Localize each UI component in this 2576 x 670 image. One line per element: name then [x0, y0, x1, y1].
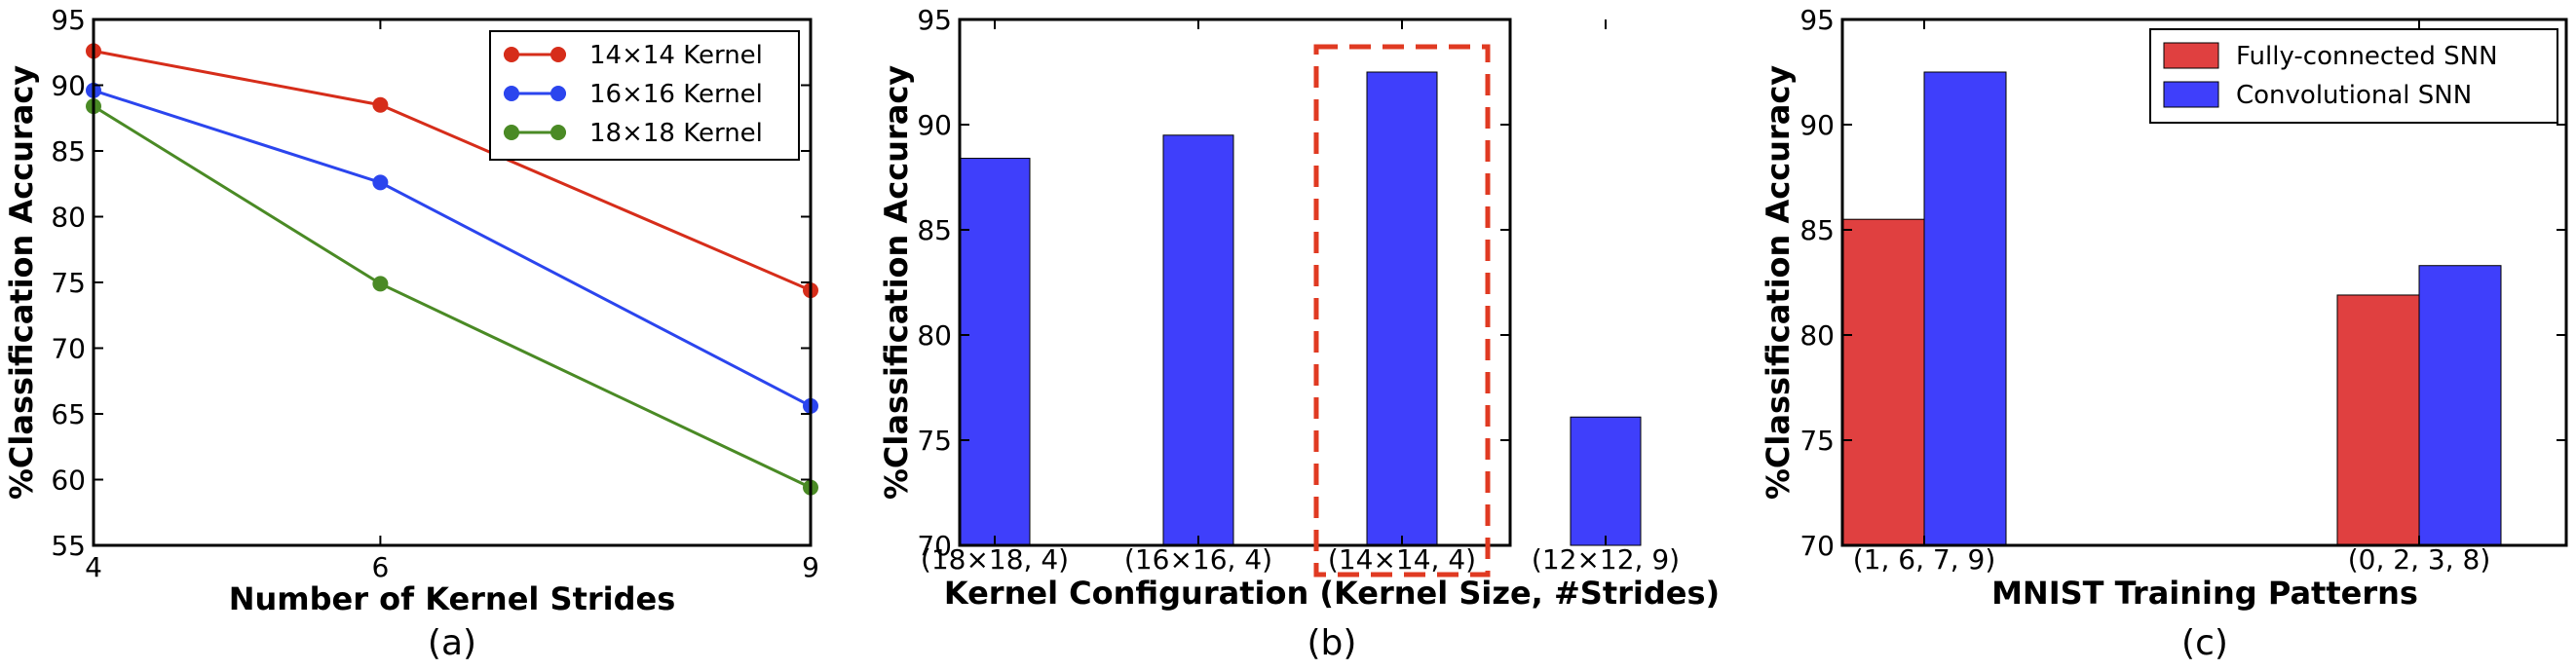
chart-a-ytick-label: 60: [51, 465, 86, 497]
chart-b-frame: [958, 18, 1512, 547]
chart-a-series-line: [93, 104, 812, 489]
chart-b-ytick-label: 90: [917, 109, 952, 141]
chart-c-caption: (c): [2181, 623, 2228, 663]
chart-a-ytick-label: 95: [51, 4, 86, 36]
chart-b-xtick-label: (18×18, 4): [921, 543, 1069, 576]
chart-b: 70 75 80 85 90 95 (18×18, 4) (16×16, 4) (14×14,…: [878, 4, 1720, 663]
chart-a-ytick-label: 55: [51, 530, 86, 562]
chart-a-xlabel: Number of Kernel Strides: [229, 580, 676, 617]
chart-b-ylabel: %Classification Accuracy: [878, 65, 915, 500]
chart-c-bar: [2418, 265, 2502, 546]
chart-a-legend-label: 16×16 Kernel: [589, 80, 763, 109]
chart-a-xtick-label: 9: [802, 551, 819, 583]
chart-c-legend-label: Convolutional SNN: [2236, 81, 2472, 110]
chart-c-frame: [1840, 18, 2568, 547]
chart-b-xtick-label: (12×12, 9): [1532, 543, 1680, 576]
chart-c-ytick-label: 95: [1799, 4, 1835, 36]
chart-a-legend-marker: [550, 47, 566, 62]
chart-b-xtick-label: (16×16, 4): [1124, 543, 1272, 576]
chart-c-legend: Fully-connected SNN Convolutional SNN: [2149, 28, 2558, 124]
chart-c-xlabel: MNIST Training Patterns: [1991, 575, 2418, 612]
chart-a-data-point: [372, 96, 389, 113]
chart-a-legend-marker: [504, 125, 519, 140]
chart-a-ytick-label: 90: [51, 70, 86, 102]
chart-a-ytick-label: 65: [51, 398, 86, 430]
chart-c-ytick-label: 90: [1799, 109, 1835, 141]
chart-c-ylabel: %Classification Accuracy: [1760, 65, 1797, 500]
chart-c-legend-swatch: [2163, 81, 2219, 108]
chart-c-ytick-label: 80: [1799, 319, 1835, 352]
chart-a-ytick-label: 85: [51, 135, 86, 168]
chart-c-bar: [1923, 71, 2007, 546]
chart-a-data-point: [372, 174, 389, 191]
chart-b-highlight-box: [1313, 44, 1491, 577]
chart-b-bar: [1366, 71, 1438, 546]
chart-a-ytick-label: 80: [51, 202, 86, 234]
chart-b-bar: [959, 158, 1031, 546]
chart-c-legend-swatch: [2163, 42, 2219, 69]
chart-b-xlabel: Kernel Configuration (Kernel Size, #Stri…: [944, 575, 1720, 612]
chart-c-xtick-label: (0, 2, 3, 8): [2348, 543, 2491, 576]
chart-a-legend: 14×14 Kernel 16×16 Kernel 18×18 Kernel: [489, 30, 800, 161]
chart-b-caption: (b): [1307, 623, 1357, 663]
chart-c-bar: [1841, 218, 1925, 546]
chart-a-caption: (a): [428, 623, 476, 663]
chart-b-ytick-label: 85: [917, 214, 952, 246]
chart-b-bar: [1162, 134, 1234, 546]
chart-b-ytick-label: 75: [917, 425, 952, 457]
chart-a-xtick-label: 4: [85, 551, 102, 583]
chart-a-legend-box: [489, 30, 800, 161]
chart-c-ytick-label: 70: [1799, 530, 1835, 562]
chart-a: 55 60 65 70 75 80 85 90 95 4 6 9 Number of Kernel …: [3, 4, 819, 663]
chart-c-xtick-label: (1, 6, 7, 9): [1853, 543, 1996, 576]
chart-a-legend-marker: [504, 47, 519, 62]
chart-c-bar: [2336, 294, 2420, 546]
chart-b-ytick-label: 95: [917, 4, 952, 36]
chart-a-ylabel: %Classification Accuracy: [3, 65, 40, 500]
chart-b-ytick-label: 70: [917, 530, 952, 562]
chart-a-legend-marker: [550, 86, 566, 101]
chart-c-legend-label: Fully-connected SNN: [2236, 42, 2498, 71]
chart-c: 70 75 80 85 90 95 (1, 6, 7, 9) (0, 2, 3, 8) MN…: [1760, 4, 2568, 663]
chart-a-legend-marker: [504, 86, 519, 101]
chart-a-data-point: [372, 276, 389, 292]
chart-c-ytick-label: 75: [1799, 425, 1835, 457]
chart-b-xtick-label: (14×14, 4): [1328, 543, 1476, 576]
chart-a-legend-label: 18×18 Kernel: [589, 119, 763, 148]
chart-a-ytick-label: 75: [51, 267, 86, 299]
chart-b-bar: [1570, 416, 1642, 546]
chart-a-legend-marker: [550, 125, 566, 140]
chart-b-ytick-label: 80: [917, 319, 952, 352]
chart-a-legend-label: 14×14 Kernel: [589, 41, 763, 70]
chart-a-ytick-label: 70: [51, 333, 86, 365]
chart-c-ytick-label: 85: [1799, 214, 1835, 246]
chart-a-xtick-label: 6: [371, 551, 389, 583]
